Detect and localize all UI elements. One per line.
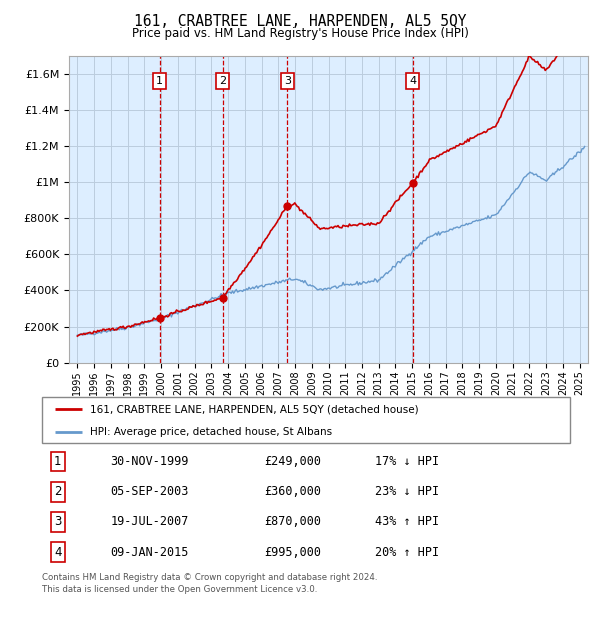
Text: 1: 1 [54, 455, 62, 468]
Text: 17% ↓ HPI: 17% ↓ HPI [374, 455, 439, 468]
Text: 3: 3 [54, 515, 62, 528]
Text: Price paid vs. HM Land Registry's House Price Index (HPI): Price paid vs. HM Land Registry's House … [131, 27, 469, 40]
Text: 161, CRABTREE LANE, HARPENDEN, AL5 5QY: 161, CRABTREE LANE, HARPENDEN, AL5 5QY [134, 14, 466, 29]
FancyBboxPatch shape [42, 397, 570, 443]
Text: 05-SEP-2003: 05-SEP-2003 [110, 485, 189, 498]
Text: 3: 3 [284, 76, 291, 86]
Text: 43% ↑ HPI: 43% ↑ HPI [374, 515, 439, 528]
Text: £360,000: £360,000 [264, 485, 321, 498]
Text: 1: 1 [156, 76, 163, 86]
Text: 4: 4 [409, 76, 416, 86]
Text: 30-NOV-1999: 30-NOV-1999 [110, 455, 189, 468]
Text: £249,000: £249,000 [264, 455, 321, 468]
Text: 2: 2 [54, 485, 62, 498]
Text: £995,000: £995,000 [264, 546, 321, 559]
Text: 2: 2 [219, 76, 226, 86]
Text: 161, CRABTREE LANE, HARPENDEN, AL5 5QY (detached house): 161, CRABTREE LANE, HARPENDEN, AL5 5QY (… [89, 404, 418, 414]
Text: HPI: Average price, detached house, St Albans: HPI: Average price, detached house, St A… [89, 427, 332, 436]
Text: 09-JAN-2015: 09-JAN-2015 [110, 546, 189, 559]
Text: 19-JUL-2007: 19-JUL-2007 [110, 515, 189, 528]
Text: 4: 4 [54, 546, 62, 559]
Text: £870,000: £870,000 [264, 515, 321, 528]
Text: 23% ↓ HPI: 23% ↓ HPI [374, 485, 439, 498]
Text: 20% ↑ HPI: 20% ↑ HPI [374, 546, 439, 559]
Text: Contains HM Land Registry data © Crown copyright and database right 2024.
This d: Contains HM Land Registry data © Crown c… [42, 574, 377, 595]
